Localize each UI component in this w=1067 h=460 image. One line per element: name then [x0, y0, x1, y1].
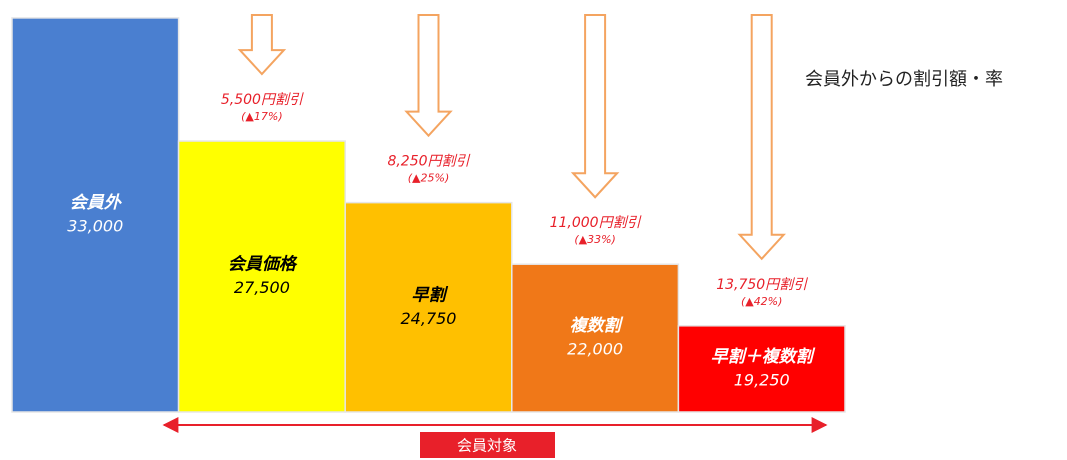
- discount-label: 5,500円割引: [221, 92, 304, 108]
- down-arrow: [404, 14, 453, 138]
- discount-rate: (▲17%): [241, 110, 283, 123]
- bar: [677, 325, 846, 413]
- span-label: 会員対象: [457, 437, 517, 455]
- value-label: 19,250: [734, 370, 790, 389]
- bar: [344, 201, 513, 413]
- bar: [511, 263, 680, 413]
- down-arrow: [570, 14, 620, 199]
- span-box: [420, 432, 555, 458]
- discount-label: 13,750円割引: [716, 277, 808, 293]
- bar: [11, 17, 180, 413]
- value-label: 24,750: [401, 309, 457, 328]
- bar-label: 複数割: [570, 316, 624, 336]
- down-arrow: [237, 14, 287, 76]
- bar-label: 早割＋複数割: [711, 347, 816, 367]
- discount-rate: (▲25%): [408, 172, 450, 185]
- value-label: 22,000: [567, 340, 623, 359]
- bar: [177, 140, 346, 413]
- discount-label: 8,250円割引: [387, 154, 470, 170]
- value-label: 27,500: [234, 278, 290, 297]
- discount-rate: (▲33%): [574, 233, 616, 246]
- discount-label: 11,000円割引: [550, 215, 642, 231]
- bar-label: 早割: [412, 285, 449, 305]
- bar-label: 会員価格: [228, 255, 298, 275]
- bar-label: 会員外: [70, 193, 123, 213]
- discount-rate: (▲42%): [741, 295, 783, 308]
- chart-title: 会員外からの割引額・率: [805, 69, 1003, 90]
- down-arrow: [737, 14, 786, 261]
- value-label: 33,000: [67, 216, 123, 235]
